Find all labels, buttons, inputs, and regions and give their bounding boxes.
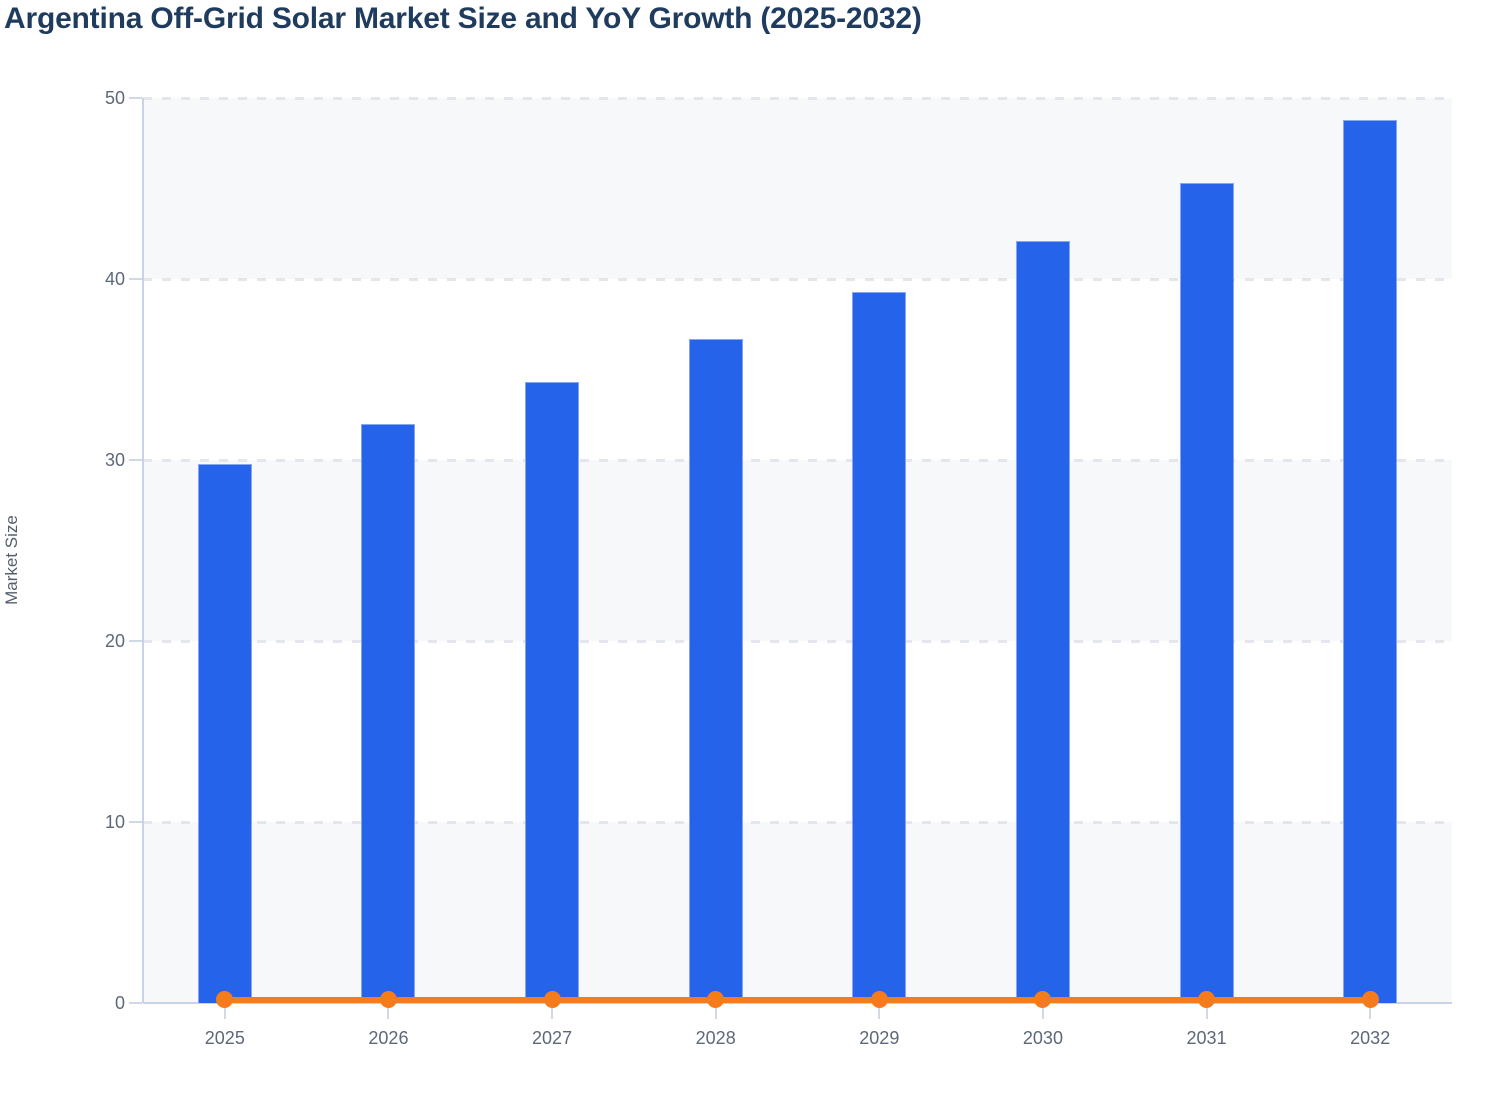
- yoy-growth-marker[interactable]: [543, 991, 561, 1009]
- gridline: [143, 278, 1452, 281]
- plot-band: [143, 98, 1452, 279]
- x-axis-tick-label: 2031: [1186, 1028, 1227, 1048]
- yoy-growth-line[interactable]: [224, 996, 1371, 1003]
- y-axis-tick-label: 10: [104, 812, 125, 832]
- x-axis-tick: [1369, 1003, 1372, 1019]
- y-axis-title: Market Size: [2, 515, 21, 605]
- plot-area: 0 10 20 30 40 50 2025 2026 2027 2028 2029 2030 2031 2…: [105, 89, 1452, 1048]
- plot-band: [143, 822, 1452, 1003]
- yoy-growth-marker[interactable]: [1034, 991, 1052, 1009]
- x-axis-tick-label: 2029: [859, 1028, 900, 1048]
- yoy-growth-marker[interactable]: [1361, 991, 1379, 1009]
- bar-2026[interactable]: [361, 423, 416, 1003]
- gridline: [143, 640, 1452, 643]
- bar-2032[interactable]: [1343, 119, 1398, 1003]
- yoy-growth-marker[interactable]: [216, 991, 234, 1009]
- bar-2030[interactable]: [1015, 240, 1070, 1003]
- y-axis-tick: [129, 97, 142, 99]
- yoy-growth-marker[interactable]: [1198, 991, 1216, 1009]
- x-axis-tick: [1205, 1003, 1208, 1019]
- chart-title: Argentina Off-Grid Solar Market Size and…: [4, 2, 922, 35]
- y-axis-tick-label: 30: [104, 450, 125, 470]
- y-axis-tick: [129, 640, 142, 642]
- yoy-growth-marker[interactable]: [870, 991, 888, 1009]
- y-axis-tick-label: 40: [104, 269, 125, 289]
- bar-2027[interactable]: [525, 382, 580, 1003]
- x-axis-tick: [551, 1003, 554, 1019]
- plot-band: [143, 641, 1452, 822]
- bar-2025[interactable]: [197, 463, 252, 1003]
- y-axis-tick: [129, 1002, 142, 1004]
- bar-2029[interactable]: [852, 291, 907, 1003]
- x-axis-tick-label: 2032: [1350, 1028, 1391, 1048]
- yoy-growth-marker[interactable]: [379, 991, 397, 1009]
- x-axis-tick: [878, 1003, 881, 1019]
- plot-band: [143, 279, 1452, 460]
- gridline: [143, 821, 1452, 824]
- bar-2031[interactable]: [1179, 183, 1234, 1003]
- x-axis-tick-label: 2025: [204, 1028, 245, 1048]
- x-axis-line: [143, 1002, 1452, 1004]
- plot-band: [143, 460, 1452, 641]
- y-axis-tick: [129, 459, 142, 461]
- x-axis-tick: [1041, 1003, 1044, 1019]
- x-axis-tick-label: 2026: [368, 1028, 409, 1048]
- y-axis-tick-label: 0: [114, 993, 125, 1013]
- x-axis-tick-label: 2028: [695, 1028, 736, 1048]
- gridline: [143, 459, 1452, 462]
- y-axis-tick: [129, 278, 142, 280]
- y-axis-line: [142, 98, 144, 1003]
- gridline: [143, 97, 1452, 100]
- y-axis-tick-label: 20: [104, 631, 125, 651]
- x-axis-tick-label: 2027: [532, 1028, 573, 1048]
- yoy-growth-marker[interactable]: [707, 991, 725, 1009]
- y-axis-tick: [129, 821, 142, 823]
- x-axis-tick-label: 2030: [1022, 1028, 1063, 1048]
- bar-2028[interactable]: [688, 338, 743, 1003]
- y-axis-tick-label: 50: [104, 88, 125, 108]
- x-axis-tick: [223, 1003, 226, 1019]
- x-axis-tick: [714, 1003, 717, 1019]
- x-axis-tick: [387, 1003, 390, 1019]
